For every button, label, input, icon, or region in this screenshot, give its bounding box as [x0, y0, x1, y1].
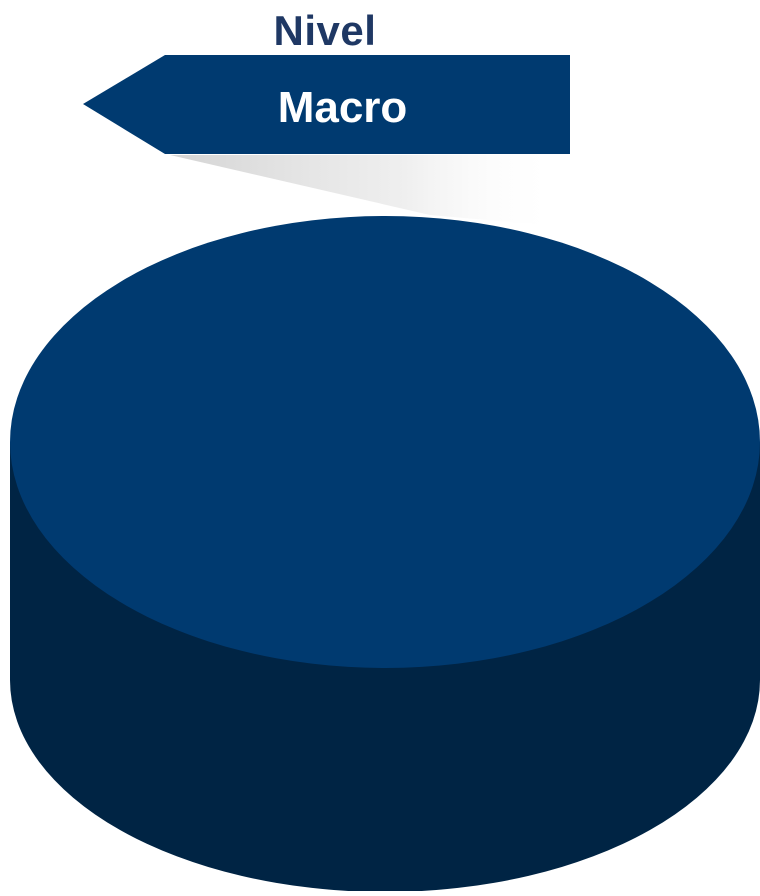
level-heading: Nivel: [273, 7, 377, 54]
level-arrow: [83, 55, 570, 154]
disk-top: [10, 216, 760, 668]
arrow-label: Macro: [277, 83, 408, 132]
arrow-shadow: [170, 155, 560, 225]
